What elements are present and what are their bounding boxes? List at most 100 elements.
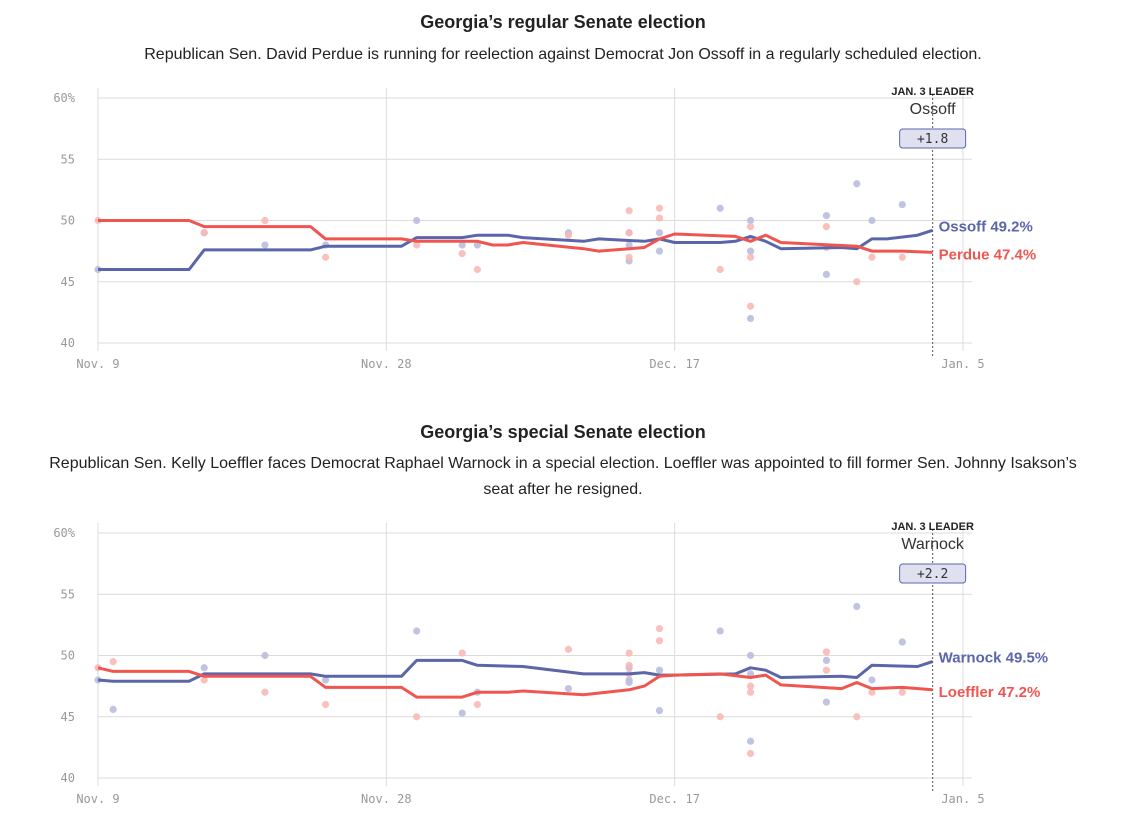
x-tick-label: Nov. 28 [361,792,412,806]
y-tick-label: 55 [61,152,75,166]
dem-poll-dot [261,241,269,249]
dem-poll-dot [655,666,664,674]
y-tick-label: 55 [61,587,75,601]
y-tick-label: 60% [53,526,75,540]
dem-poll-dot [655,229,664,237]
leader-name: Ossoff [910,101,957,118]
rep-poll-dot [868,253,876,261]
rep-poll-dot [458,649,466,657]
dem-poll-dot [625,678,633,687]
x-tick-label: Nov. 28 [361,357,412,371]
y-tick-label: 50 [61,649,75,663]
x-tick-label: Nov. 9 [76,792,119,806]
rep-poll-dot [716,713,724,721]
rep-poll-dot [655,204,664,212]
dem-poll-dot [822,698,831,706]
rep-end-label: Perdue 47.4% [939,246,1037,263]
leader-margin: +2.2 [917,567,948,582]
leader-margin-box [899,563,967,584]
rep-poll-dot [898,253,906,261]
dem-poll-dot [458,709,466,717]
dem-poll-dot [746,314,755,323]
rep-poll-dot [716,265,724,274]
rep-poll-dot [655,624,664,633]
rep-poll-dot [746,749,755,758]
chart-title: Georgia’s special Senate election [420,422,706,442]
dem-poll-dot [716,627,724,635]
rep-poll-dot [261,688,269,696]
rep-poll-dot [655,214,664,222]
dem-poll-dot [822,270,831,278]
dem-poll-dot [655,707,664,715]
y-tick-label: 45 [61,275,75,289]
rep-poll-dot [746,688,755,696]
rep-average-line [98,219,933,254]
rep-poll-dot [746,253,755,261]
dem-poll-dot [109,705,117,713]
y-tick-label: 45 [61,710,75,724]
y-tick-label: 40 [61,336,75,350]
x-tick-label: Nov. 9 [76,357,119,371]
dem-end-label: Ossoff 49.2% [939,218,1033,235]
rep-poll-dot [853,713,861,721]
dem-average-line [97,658,934,683]
rep-poll-dot [822,666,831,674]
leader-name: Warnock [901,536,965,553]
dem-poll-dot [868,216,876,225]
rep-poll-dot [625,229,633,237]
dem-poll-dot [413,627,421,635]
rep-poll-dot [322,700,330,709]
rep-poll-dot [625,253,633,261]
dem-poll-dot [868,676,876,684]
dem-poll-dot [458,241,466,249]
dem-poll-dot [746,247,755,255]
dem-poll-dot [261,651,269,660]
chart-subtitle: Republican Sen. Kelly Loeffler faces Dem… [49,455,1077,498]
rep-poll-dot [200,229,208,237]
leader-margin: +1.8 [917,132,948,147]
x-tick-label: Jan. 5 [941,792,984,806]
rep-poll-dot [413,241,421,249]
rep-poll-dot [458,249,466,258]
rep-poll-dot [822,223,831,231]
y-tick-label: 50 [61,214,75,228]
rep-poll-dot [655,637,664,645]
rep-poll-dot [473,265,481,274]
x-tick-label: Jan. 5 [941,357,984,371]
dem-poll-dot [322,676,330,684]
dem-poll-dot [898,638,906,646]
rep-end-label: Loeffler 47.2% [939,684,1041,701]
rep-poll-dot [413,713,421,721]
rep-poll-dot [109,658,117,666]
chart-title: Georgia’s regular Senate election [420,12,706,32]
dem-poll-dot [625,241,633,249]
rep-poll-dot [200,676,208,684]
rep-poll-dot [564,231,573,239]
x-tick-label: Dec. 17 [649,792,700,806]
dem-average-line [98,228,934,271]
rep-poll-dot [322,253,330,261]
dem-poll-dot [655,247,664,255]
dem-poll-dot [853,180,861,188]
rep-poll-dot [868,688,876,696]
dem-poll-dot [822,656,831,664]
dem-poll-dot [746,670,755,678]
rep-average-line [97,666,933,699]
rep-poll-dot [625,649,633,657]
dem-poll-dot [564,684,573,693]
dem-end-label: Warnock 49.5% [939,650,1049,667]
dem-poll-dot [746,216,755,225]
leader-heading: JAN. 3 LEADER [891,86,974,98]
dem-poll-dot [746,737,755,745]
dem-poll-dot [898,200,906,209]
rep-poll-dot [746,302,755,310]
rep-poll-dot [853,278,861,286]
y-tick-label: 40 [61,771,75,785]
rep-poll-dot [746,682,755,690]
rep-poll-dot [473,700,481,709]
rep-poll-dot [898,688,906,696]
rep-poll-dot [261,216,269,225]
x-tick-label: Dec. 17 [649,357,700,371]
